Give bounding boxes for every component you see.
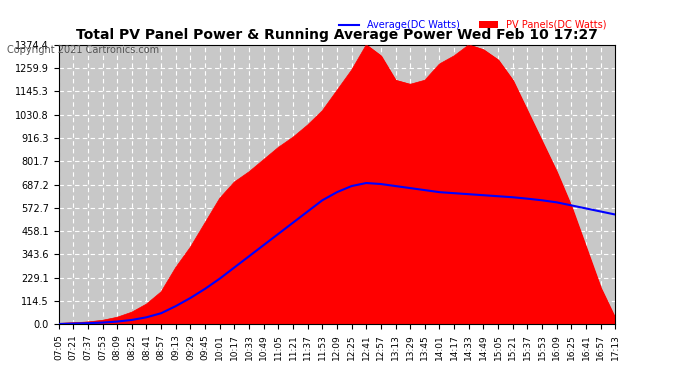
Text: Copyright 2021 Cartronics.com: Copyright 2021 Cartronics.com [7,45,159,55]
Title: Total PV Panel Power & Running Average Power Wed Feb 10 17:27: Total PV Panel Power & Running Average P… [76,28,598,42]
Legend: Average(DC Watts), PV Panels(DC Watts): Average(DC Watts), PV Panels(DC Watts) [335,16,611,34]
